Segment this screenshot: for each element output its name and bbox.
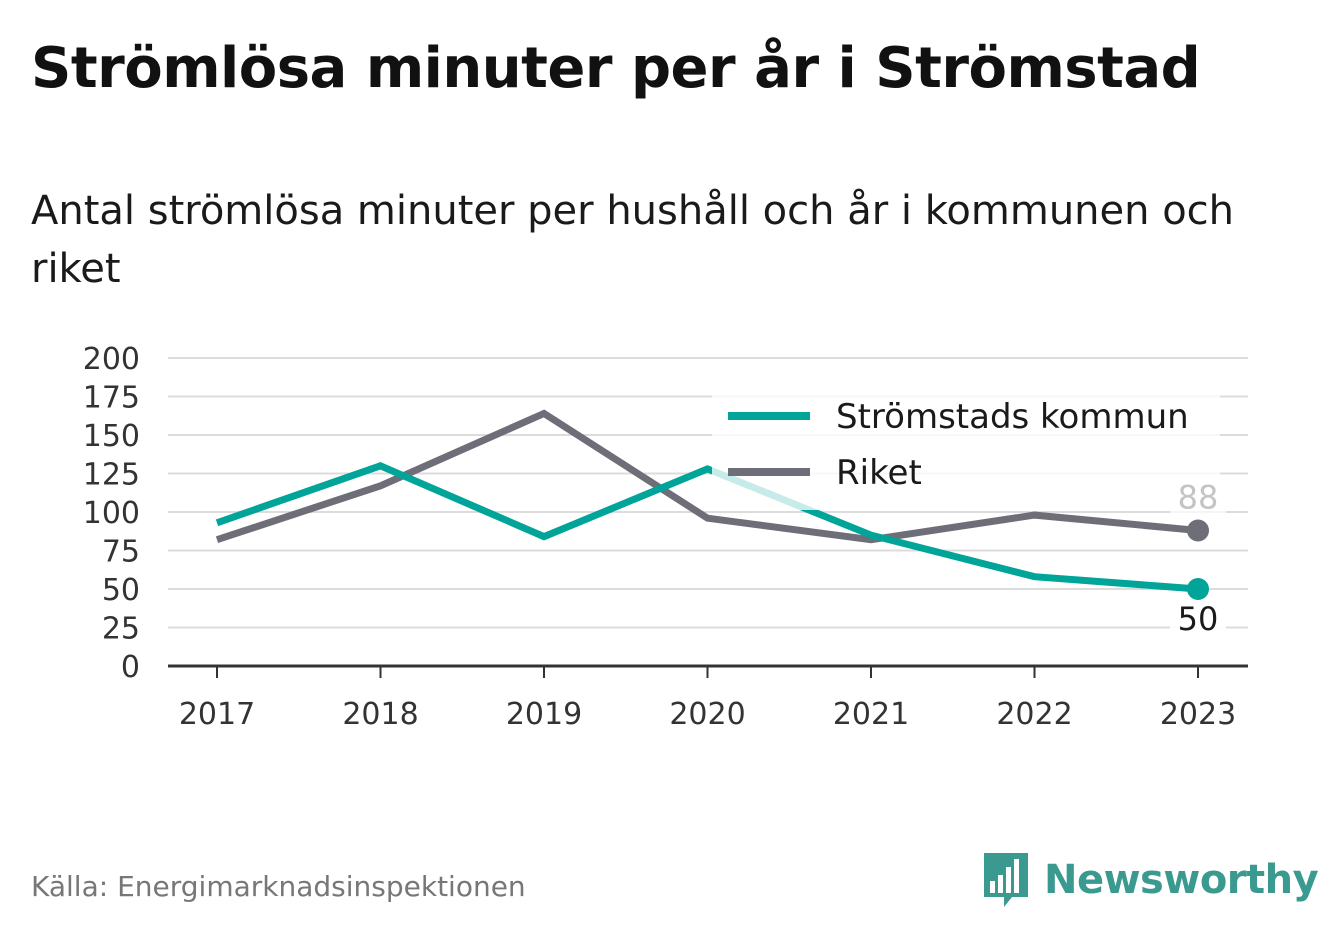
legend-label-0: Strömstads kommun — [836, 397, 1189, 437]
value-label-bg-0 — [1170, 601, 1226, 637]
chart-subtitle: Antal strömlösa minuter per hushåll och … — [31, 188, 1235, 292]
y-tick-label-150: 150 — [83, 419, 140, 454]
x-tick-label-2019: 2019 — [506, 697, 582, 732]
value-labels: 50 88 — [1170, 478, 1226, 638]
value-label-1: 88 — [1178, 478, 1219, 516]
legend: Strömstads kommun Riket — [712, 390, 1220, 510]
legend-label-1: Riket — [836, 453, 922, 493]
x-tick-label-2017: 2017 — [179, 697, 255, 732]
series-end-point-1 — [1187, 519, 1209, 542]
y-tick-label-75: 75 — [102, 535, 140, 570]
series-layer — [215, 409, 1209, 600]
y-tick-label-125: 125 — [83, 458, 140, 493]
series-line-0 — [215, 462, 1199, 593]
x-tick-label-2018: 2018 — [342, 697, 418, 732]
y-tick-label-175: 175 — [83, 381, 140, 416]
brand-name: Newsworthy — [1044, 857, 1319, 903]
x-tick-label-2020: 2020 — [669, 697, 745, 732]
y-tick-label-25: 25 — [102, 612, 140, 647]
x-tick-label-2023: 2023 — [1160, 697, 1236, 732]
value-label-0: 50 — [1178, 600, 1219, 638]
y-tick-label-0: 0 — [121, 650, 140, 685]
y-tick-label-100: 100 — [83, 496, 140, 531]
x-tick-label-2022: 2022 — [996, 697, 1072, 732]
y-tick-label-50: 50 — [102, 573, 140, 608]
chart-title: Strömlösa minuter per år i Strömstad — [31, 36, 1201, 101]
value-label-bg-1 — [1170, 479, 1226, 516]
legend-background — [712, 390, 1220, 510]
brand-logo[interactable]: Newsworthy — [982, 850, 1319, 910]
source-note: Källa: Energimarknadsinspektionen — [31, 870, 526, 903]
series-line-1 — [215, 409, 1199, 544]
newsworthy-logo-icon — [984, 853, 1028, 907]
x-tick-label-2021: 2021 — [833, 697, 909, 732]
y-tick-label-200: 200 — [83, 342, 140, 377]
series-end-point-0 — [1187, 578, 1209, 600]
